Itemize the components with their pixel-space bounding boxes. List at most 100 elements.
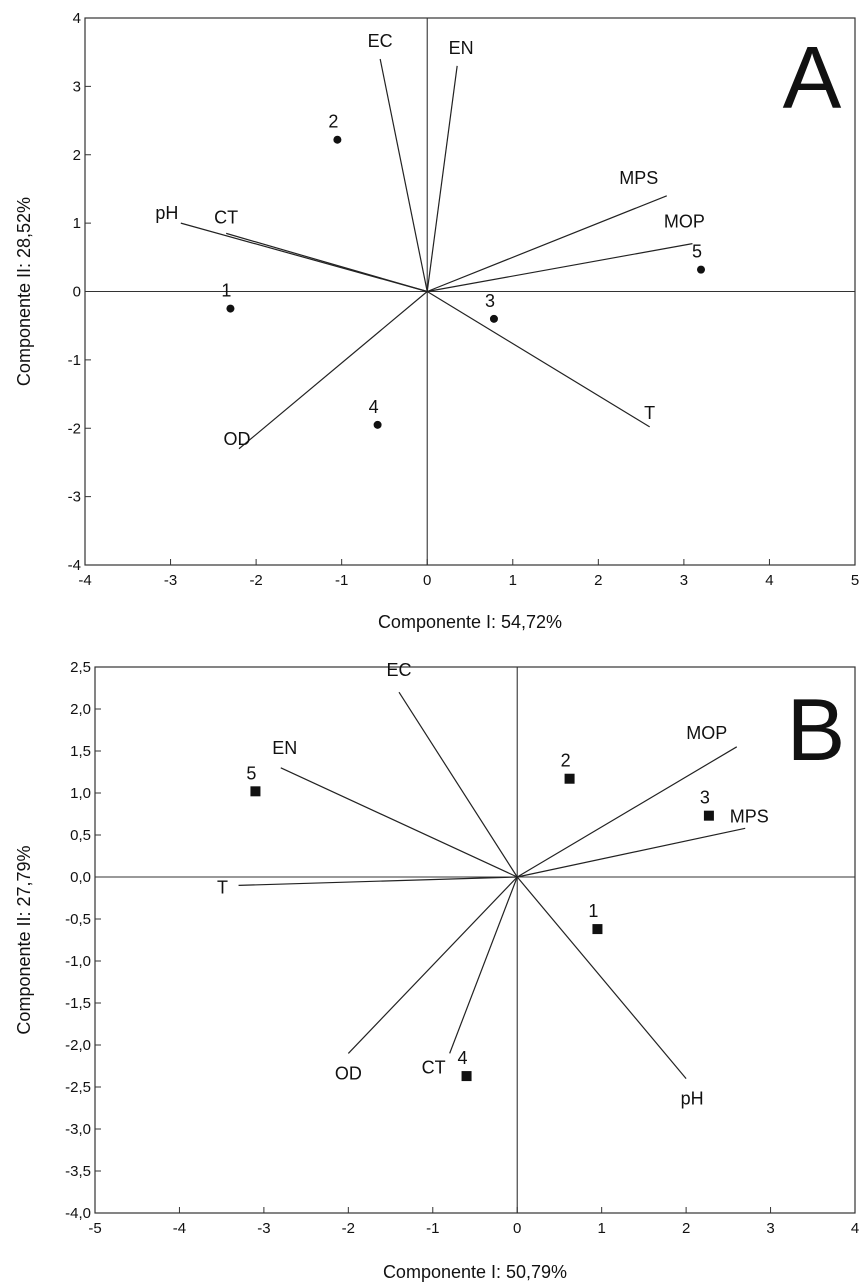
y-tick-label: -1 bbox=[68, 352, 81, 369]
loading-label-mop: MOP bbox=[686, 723, 727, 743]
x-tick-label: 1 bbox=[509, 572, 517, 589]
y-tick-label: -3,5 bbox=[65, 1163, 91, 1180]
y-tick-label: -3,0 bbox=[65, 1121, 91, 1138]
x-tick-label: 3 bbox=[766, 1220, 774, 1237]
y-tick-label: -1,0 bbox=[65, 953, 91, 970]
x-tick-label: 4 bbox=[765, 572, 773, 589]
y-tick-label: -4,0 bbox=[65, 1205, 91, 1222]
loading-label-ph: pH bbox=[681, 1089, 704, 1109]
loading-label-t: T bbox=[217, 877, 228, 897]
x-tick-label: 0 bbox=[423, 572, 431, 589]
plot-frame bbox=[94, 666, 856, 1214]
x-axis-title: Componente I: 54,72% bbox=[378, 612, 562, 632]
x-tick-label: 4 bbox=[851, 1220, 859, 1237]
sample-label-3: 3 bbox=[485, 291, 495, 311]
loading-label-od: OD bbox=[335, 1063, 362, 1083]
sample-point-3 bbox=[489, 314, 498, 323]
y-tick-label: -3 bbox=[68, 489, 81, 506]
x-tick-label: 2 bbox=[682, 1220, 690, 1237]
loading-label-en: EN bbox=[449, 38, 474, 58]
x-tick-label: -4 bbox=[78, 572, 91, 589]
sample-label-4: 4 bbox=[369, 397, 379, 417]
loading-vector-t bbox=[238, 876, 518, 886]
y-tick-label: -2,0 bbox=[65, 1037, 91, 1054]
sample-point-3 bbox=[703, 810, 714, 821]
sample-point-4 bbox=[461, 1071, 472, 1082]
y-tick-label: 2 bbox=[73, 147, 81, 164]
x-tick-label: -3 bbox=[257, 1220, 270, 1237]
y-tick-label: -1,5 bbox=[65, 995, 91, 1012]
y-tick-label: 0,0 bbox=[70, 869, 91, 886]
loading-vector-mop bbox=[427, 243, 693, 293]
panel-letter: A bbox=[783, 28, 842, 127]
loading-vector-ct bbox=[449, 876, 518, 1054]
panel-letter: B bbox=[787, 680, 846, 779]
x-tick-label: 0 bbox=[513, 1220, 521, 1237]
y-tick-label: 3 bbox=[73, 78, 81, 95]
loading-vector-mps bbox=[426, 195, 668, 293]
loading-vector-en bbox=[280, 767, 518, 878]
loading-label-mop: MOP bbox=[664, 212, 705, 232]
loading-vector-mop bbox=[516, 746, 738, 878]
loading-vector-mps bbox=[517, 827, 746, 878]
loading-label-ec: EC bbox=[386, 660, 411, 680]
x-tick-label: -2 bbox=[249, 572, 262, 589]
sample-point-1 bbox=[226, 304, 235, 313]
y-tick-label: 1 bbox=[73, 215, 81, 232]
loading-vector-ph bbox=[516, 876, 687, 1079]
loading-label-en: EN bbox=[272, 738, 297, 758]
y-tick-label: 2,5 bbox=[70, 659, 91, 676]
y-tick-label: -2,5 bbox=[65, 1079, 91, 1096]
sample-point-5 bbox=[250, 786, 261, 797]
loading-label-od: OD bbox=[224, 429, 251, 449]
loading-label-t: T bbox=[644, 403, 655, 423]
sample-label-4: 4 bbox=[458, 1048, 468, 1068]
loading-vector-t bbox=[426, 290, 650, 428]
sample-point-5 bbox=[697, 265, 705, 274]
loading-vector-ec bbox=[398, 691, 518, 878]
sample-label-1: 1 bbox=[588, 901, 598, 921]
x-tick-label: 3 bbox=[680, 572, 688, 589]
x-tick-label: 1 bbox=[597, 1220, 605, 1237]
x-tick-label: -3 bbox=[164, 572, 177, 589]
loading-label-ct: CT bbox=[214, 207, 238, 227]
x-tick-label: -2 bbox=[342, 1220, 355, 1237]
loading-vector-en bbox=[426, 65, 458, 292]
x-tick-label: -5 bbox=[88, 1220, 101, 1237]
sample-label-2: 2 bbox=[328, 112, 338, 132]
loading-label-mps: MPS bbox=[730, 806, 769, 826]
panel-a: -4 -3 -2 -1 0 1 2 3 4 5 -4 -3 -2 -1 0 1 2 3 4 Componente I:… bbox=[14, 10, 859, 632]
sample-point-2 bbox=[564, 773, 575, 784]
sample-label-5: 5 bbox=[246, 763, 256, 783]
y-tick-label: -2 bbox=[68, 420, 81, 437]
x-tick-label: -4 bbox=[173, 1220, 186, 1237]
x-tick-label: -1 bbox=[335, 572, 348, 589]
sample-label-1: 1 bbox=[221, 281, 231, 301]
y-tick-label: 1,5 bbox=[70, 743, 91, 760]
y-tick-label: -0,5 bbox=[65, 911, 91, 928]
loading-label-ct: CT bbox=[422, 1057, 446, 1077]
loading-label-mps: MPS bbox=[619, 168, 658, 188]
loading-label-ec: EC bbox=[368, 31, 393, 51]
sample-point-2 bbox=[333, 135, 342, 144]
y-tick-label: 1,0 bbox=[70, 785, 91, 802]
sample-label-5: 5 bbox=[692, 242, 702, 262]
x-tick-label: -1 bbox=[426, 1220, 439, 1237]
loading-vector-od bbox=[238, 291, 428, 450]
loading-label-ph: pH bbox=[155, 203, 178, 223]
loading-vector-od bbox=[347, 876, 518, 1054]
y-tick-label: 2,0 bbox=[70, 701, 91, 718]
sample-label-2: 2 bbox=[561, 751, 571, 771]
y-tick-label: -4 bbox=[68, 557, 81, 574]
y-tick-label: 0,5 bbox=[70, 827, 91, 844]
sample-label-3: 3 bbox=[700, 788, 710, 808]
y-tick-label: 0 bbox=[73, 284, 81, 301]
loading-vector-ec bbox=[379, 58, 428, 292]
x-tick-label: 5 bbox=[851, 572, 859, 589]
x-axis-title: Componente I: 50,79% bbox=[383, 1262, 567, 1282]
y-axis-title: Componente II: 27,79% bbox=[14, 845, 34, 1034]
y-tick-label: 4 bbox=[73, 10, 81, 27]
y-axis-title: Componente II: 28,52% bbox=[14, 197, 34, 386]
panel-b: -5 -4 -3 -2 -1 0 1 2 3 4 -4,0 -3,5 -3,0 -2,5 -2,0 -1,5 -… bbox=[14, 659, 859, 1282]
